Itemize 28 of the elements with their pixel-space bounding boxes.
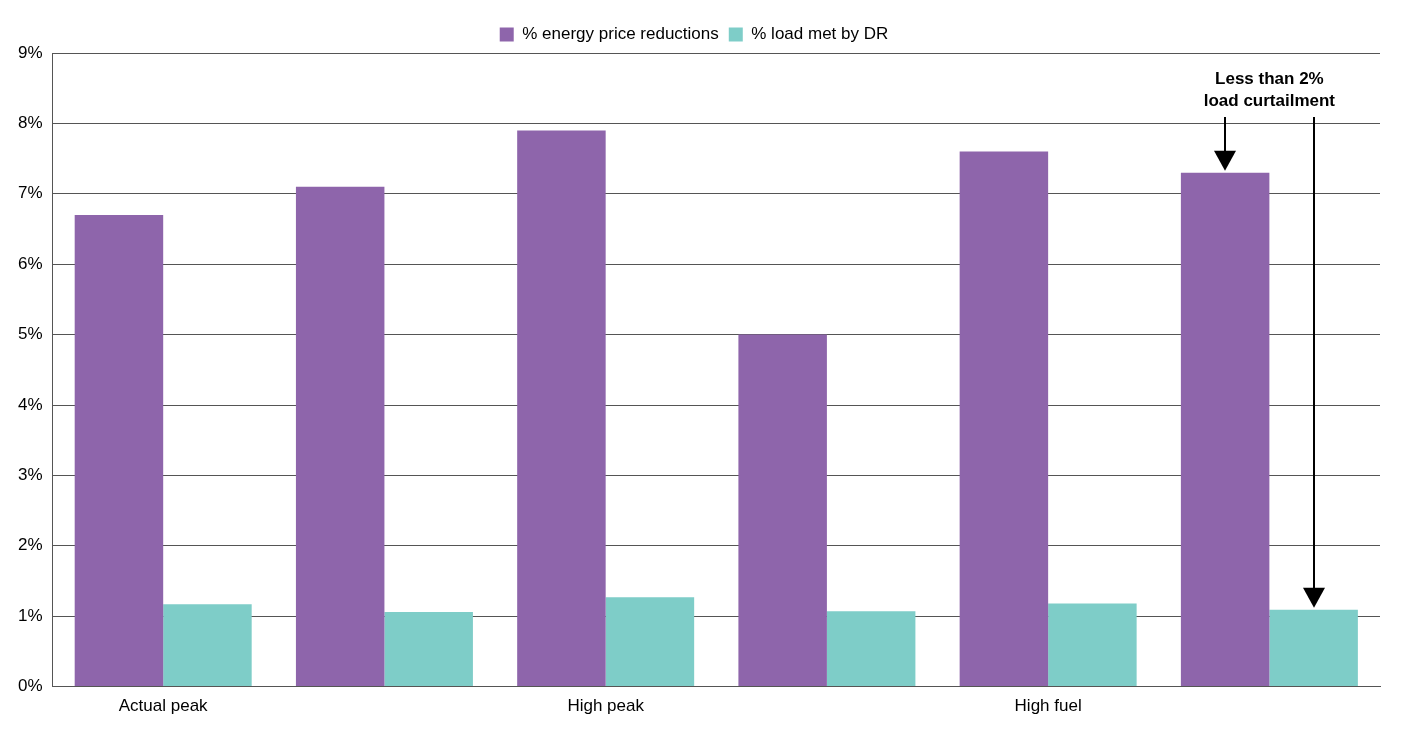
bar (74, 214, 164, 687)
bar (517, 130, 606, 687)
x-tick-label: High fuel (1014, 696, 1082, 716)
annotation: Less than 2% load curtailment (1203, 68, 1336, 110)
y-tick-label: 3% (17, 465, 43, 485)
y-tick-label: 6% (17, 253, 43, 273)
y-tick-label: 8% (17, 113, 43, 133)
bar (1269, 609, 1358, 687)
x-tick-label: Actual peak (118, 696, 209, 716)
y-tick-label: 7% (17, 183, 43, 203)
y-tick-label: 9% (17, 42, 43, 62)
bar (163, 604, 252, 687)
bar (384, 611, 473, 687)
x-tick-label: High peak (567, 696, 645, 716)
bar (959, 151, 1049, 687)
bar (1048, 603, 1137, 687)
bar (738, 334, 827, 687)
y-tick-label: 4% (17, 394, 43, 414)
y-tick-label: 1% (17, 605, 43, 625)
bar (295, 186, 385, 687)
bar (1180, 172, 1270, 687)
y-tick-label: 5% (17, 324, 43, 344)
bar (826, 611, 916, 687)
y-tick-label: 0% (17, 676, 43, 696)
legend-label: % load met by DR (751, 24, 889, 44)
bar (605, 597, 695, 687)
y-tick-label: 2% (17, 535, 43, 555)
legend-label: % energy price reductions (522, 24, 719, 44)
